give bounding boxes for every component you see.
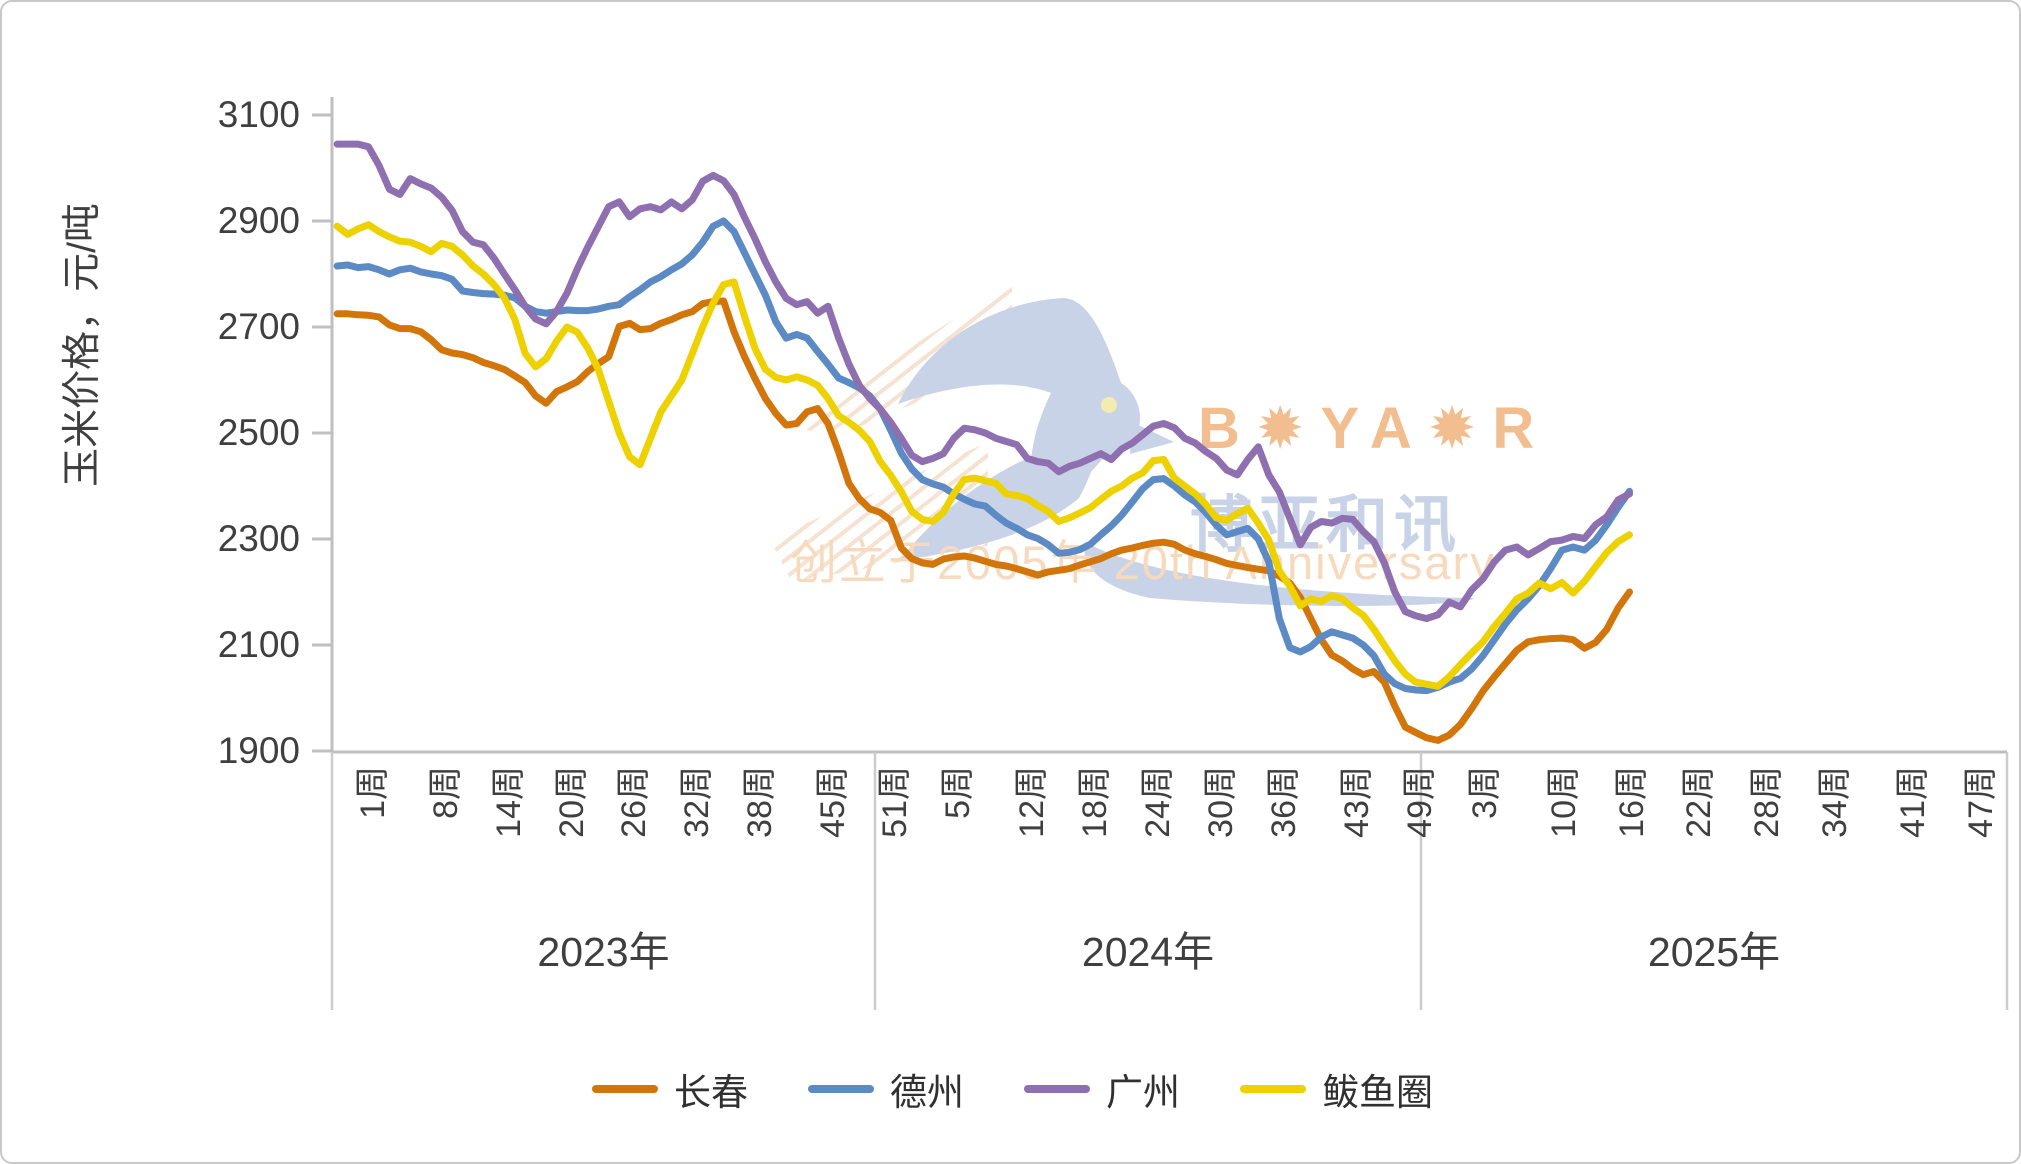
y-tick-label: 2500 <box>217 412 300 453</box>
x-tick-label: 34周 <box>1815 766 1854 838</box>
x-tick-label: 45周 <box>813 766 852 838</box>
x-tick-label: 16周 <box>1612 766 1651 838</box>
legend-label-changchun: 长春 <box>674 1072 748 1113</box>
series-line-德州 <box>333 217 1633 695</box>
year-label: 2025年 <box>1647 929 1781 975</box>
y-tick-label: 3100 <box>217 94 300 135</box>
x-tick-label: 20周 <box>552 766 591 838</box>
y-tick-label: 2900 <box>217 200 300 241</box>
x-tick-label: 47周 <box>1962 766 2001 838</box>
legend-item-bayuquan: 鲅鱼圈 <box>1240 1062 1433 1116</box>
legend-label-bayuquan: 鲅鱼圈 <box>1322 1072 1433 1113</box>
legend-swatch-dezhou <box>808 1085 874 1093</box>
legend-swatch-guangzhou <box>1024 1085 1090 1093</box>
legend-label-dezhou: 德州 <box>890 1072 964 1113</box>
x-tick-label: 51周 <box>876 766 915 838</box>
x-tick-label: 10周 <box>1545 766 1584 838</box>
y-tick-label: 1900 <box>217 730 300 771</box>
x-tick-label: 5周 <box>939 766 978 819</box>
legend-item-dezhou: 德州 <box>808 1062 964 1116</box>
legend: 长春 德州 广州 鲅鱼圈 <box>2 1062 2019 1116</box>
series-line-广州 <box>333 140 1633 622</box>
x-tick-label: 49周 <box>1401 766 1440 838</box>
x-tick-label: 38周 <box>740 766 779 838</box>
x-tick-label: 26周 <box>615 766 654 838</box>
x-tick-label: 36周 <box>1264 766 1303 838</box>
year-label: 2024年 <box>1081 929 1215 975</box>
x-tick-label: 8周 <box>427 766 466 819</box>
x-tick-label: 18周 <box>1075 766 1114 838</box>
series-line-长春 <box>333 297 1633 744</box>
x-tick-label: 32周 <box>677 766 716 838</box>
y-axis-title: 玉米价格，元/吨 <box>61 203 104 487</box>
x-tick-label: 1周 <box>354 766 393 819</box>
y-tick-label: 2100 <box>217 624 300 665</box>
legend-swatch-bayuquan <box>1240 1085 1306 1093</box>
x-tick-label: 43周 <box>1338 766 1377 838</box>
y-tick-label: 2700 <box>217 306 300 347</box>
y-tick-label: 2300 <box>217 518 300 559</box>
x-tick-label: 41周 <box>1894 766 1933 838</box>
year-label: 2023年 <box>537 929 670 975</box>
watermark-brand-cjk: 博亚和讯 <box>1190 491 1463 560</box>
x-tick-label: 12周 <box>1012 766 1051 838</box>
x-tick-label: 28周 <box>1747 766 1786 838</box>
series-lines <box>333 140 1633 744</box>
x-tick-label: 24周 <box>1138 766 1177 838</box>
series-line-鲅鱼圈 <box>333 221 1633 690</box>
legend-label-guangzhou: 广州 <box>1106 1072 1180 1113</box>
legend-swatch-changchun <box>592 1085 658 1093</box>
x-tick-label: 22周 <box>1680 766 1719 838</box>
legend-item-guangzhou: 广州 <box>1024 1062 1180 1116</box>
legend-item-changchun: 长春 <box>592 1062 748 1116</box>
x-tick-label: 14周 <box>489 766 528 838</box>
axes <box>312 97 2009 1010</box>
x-tick-label: 30周 <box>1201 766 1240 838</box>
x-tick-label: 3周 <box>1466 766 1505 819</box>
